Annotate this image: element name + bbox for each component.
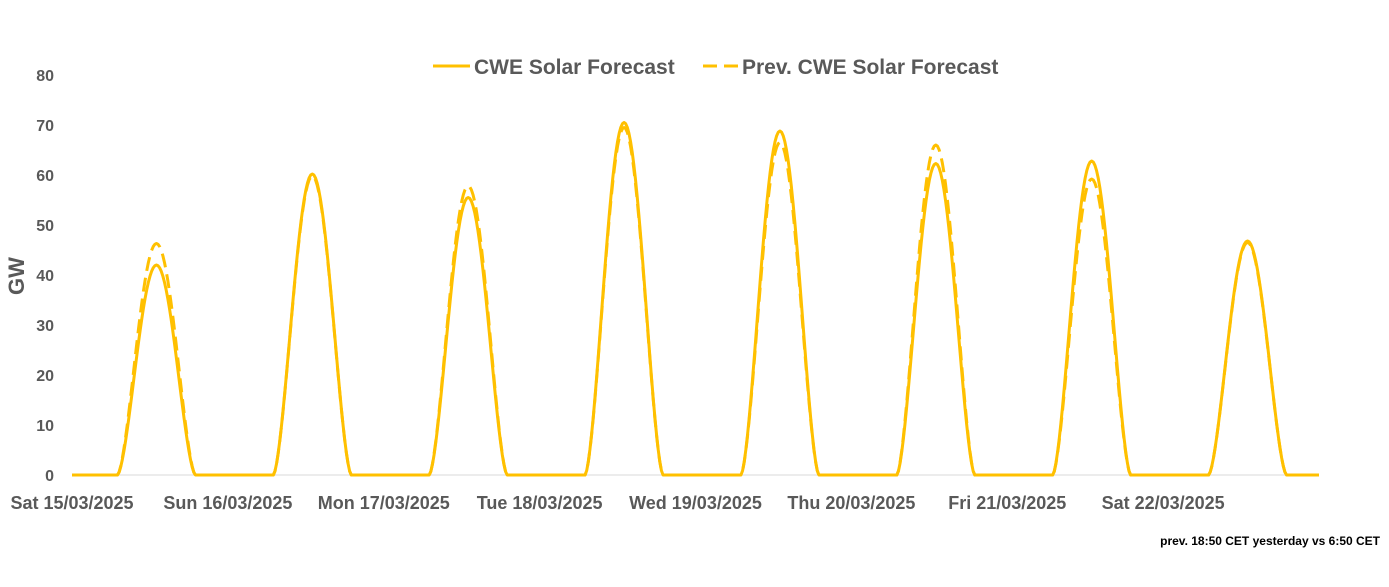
x-tick-label: Tue 18/03/2025 [477,493,603,513]
series-line-cwe-solar-forecast [72,121,1319,477]
y-tick-label: 60 [36,168,54,185]
y-tick-label: 40 [36,268,54,285]
y-tick-label: 20 [36,368,54,385]
x-tick-label: Fri 21/03/2025 [948,493,1066,513]
forecast-timestamp-note: prev. 18:50 CET yesterday vs 6:50 CET [1160,534,1380,548]
y-tick-label: 50 [36,218,54,235]
y-tick-label: 70 [36,118,54,135]
x-tick-label: Wed 19/03/2025 [629,493,762,513]
legend-label-cwe-solar-forecast: CWE Solar Forecast [474,56,675,79]
x-tick-label: Sun 16/03/2025 [163,493,292,513]
y-tick-label: 80 [36,68,54,85]
y-axis-label: GW [4,257,29,295]
series-layer [72,121,1319,477]
x-axis-ticks: Sat 15/03/2025 Sun 16/03/2025 Mon 17/03/20… [10,493,1224,513]
y-tick-label: 30 [36,318,54,335]
series-line-prev-cwe-solar-forecast [72,126,1319,477]
y-axis-ticks: 0 10 20 30 40 50 60 70 80 [36,68,54,485]
x-tick-label: Thu 20/03/2025 [787,493,915,513]
legend-label-prev-cwe-solar-forecast: Prev. CWE Solar Forecast [742,56,998,79]
x-tick-label: Sat 15/03/2025 [10,493,133,513]
legend: CWE Solar Forecast Prev. CWE Solar Forec… [433,56,998,79]
y-tick-label: 0 [45,468,54,485]
y-tick-label: 10 [36,418,54,435]
x-tick-label: Sat 22/03/2025 [1102,493,1225,513]
x-tick-label: Mon 17/03/2025 [318,493,450,513]
